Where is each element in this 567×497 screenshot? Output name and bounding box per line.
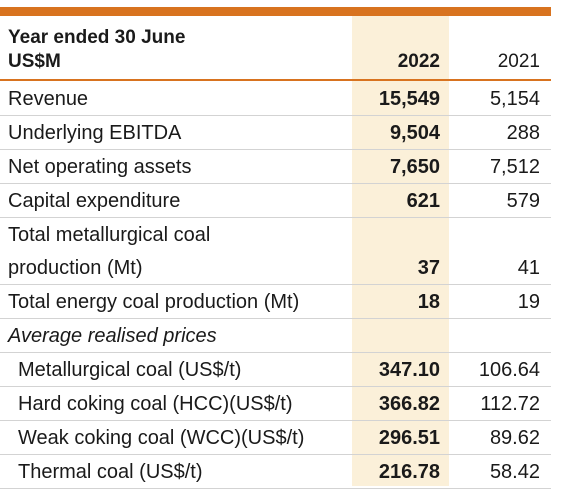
column-header-2021: 2021 [497,51,540,72]
table-row: Thermal coal (US$/t) 216.78 58.42 [0,455,551,489]
row-label: Total energy coal production (Mt) [8,291,300,313]
table-row: Total metallurgical coal [0,218,551,251]
header-divider [0,79,551,81]
current-year-column-highlight [352,16,449,486]
row-label: Metallurgical coal (US$/t) [18,359,242,381]
value-2021: 5,154 [489,88,540,110]
row-label: Capital expenditure [8,190,181,212]
table-row: production (Mt) 37 41 [0,251,551,285]
table-row: Revenue 15,549 5,154 [0,82,551,116]
row-label: Underlying EBITDA [8,122,182,144]
table-row: Underlying EBITDA 9,504 288 [0,116,551,150]
table-row: Weak coking coal (WCC)(US$/t) 296.51 89.… [0,421,551,455]
table-row: Total energy coal production (Mt) 18 19 [0,285,551,319]
top-accent-bar [0,7,551,16]
row-label: Revenue [8,88,89,110]
value-2021: 7,512 [489,156,540,178]
value-2022: 37 [417,257,440,279]
value-2021: 288 [506,122,540,144]
value-2022: 216.78 [378,461,440,483]
row-label: Weak coking coal (WCC)(US$/t) [18,427,305,449]
value-2021: 19 [517,291,540,313]
table-row: Capital expenditure 621 579 [0,184,551,218]
value-2022: 347.10 [378,359,440,381]
row-label: Total metallurgical coal [8,224,211,246]
value-2022: 9,504 [389,122,440,144]
section-label: Average realised prices [8,325,217,347]
table-row: Average realised prices [0,319,551,353]
column-header-2022: 2022 [397,51,440,72]
value-2022: 621 [406,190,440,212]
value-2022: 18 [417,291,440,313]
row-label: Thermal coal (US$/t) [18,461,203,483]
value-2021: 106.64 [478,359,540,381]
value-2022: 366.82 [378,393,440,415]
header-currency: US$M [8,51,61,72]
table-row: Metallurgical coal (US$/t) 347.10 106.64 [0,353,551,387]
row-label: production (Mt) [8,257,143,279]
value-2021: 58.42 [489,461,540,483]
table-row: Hard coking coal (HCC)(US$/t) 366.82 112… [0,387,551,421]
value-2021: 89.62 [489,427,540,449]
value-2022: 15,549 [378,88,440,110]
value-2021: 41 [517,257,540,279]
table-row: Net operating assets 7,650 7,512 [0,150,551,184]
value-2021: 112.72 [480,393,540,415]
value-2021: 579 [506,190,540,212]
header-period: Year ended 30 June [8,27,186,48]
row-label: Hard coking coal (HCC)(US$/t) [18,393,293,415]
value-2022: 296.51 [378,427,440,449]
row-label: Net operating assets [8,156,192,178]
value-2022: 7,650 [389,156,440,178]
